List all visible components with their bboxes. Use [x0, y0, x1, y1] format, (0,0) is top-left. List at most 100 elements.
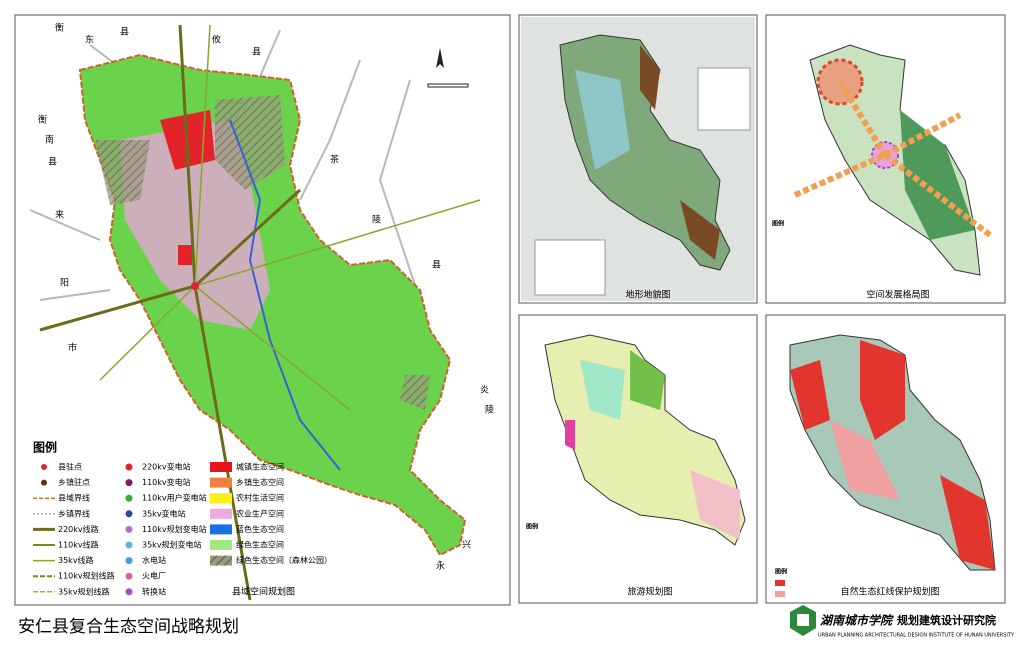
- legend-label: 县驻点: [58, 462, 82, 472]
- place-label: 衡: [38, 114, 47, 126]
- org-name: 规划建筑设计研究院: [897, 613, 996, 627]
- org-name-en: URBAN PLANNING ARCHITECTURAL DESIGN INST…: [818, 633, 1015, 639]
- tourism-zone: [580, 360, 625, 420]
- legend-label: 110kv用户变电站: [142, 493, 207, 503]
- spatial-legend: [770, 220, 800, 300]
- legend-label: 110kv线路: [58, 540, 99, 550]
- legend-title: 图例: [772, 220, 784, 228]
- legend-label: 220kv变电站: [142, 462, 191, 472]
- legend-label: 农村生活空间: [236, 493, 284, 503]
- legend-label: 乡镇生态空间: [236, 477, 284, 487]
- legend-label: 110kv规划变电站: [142, 524, 207, 534]
- legend-label: 35kv规划线路: [58, 586, 110, 596]
- place-label: 来: [55, 210, 64, 221]
- legend-symbol: [41, 479, 47, 486]
- legend-label: 县域界线: [58, 493, 90, 503]
- panel-title: 空间发展格局图: [866, 289, 929, 301]
- legend-symbol: [125, 588, 133, 596]
- place-label: 陵: [372, 215, 381, 226]
- panel-title: 地形地貌图: [625, 289, 670, 301]
- legend-swatch: [210, 555, 232, 566]
- legend-symbol: [125, 525, 133, 533]
- power-lines: [39, 24, 302, 601]
- urban-zone: [178, 245, 192, 265]
- legend-title: 图例: [33, 440, 57, 455]
- logo: [790, 605, 816, 636]
- tourism-zone: [630, 350, 665, 410]
- legend-swatch: [210, 524, 232, 535]
- legend-swatch: [775, 580, 785, 586]
- power-lines: [99, 24, 481, 411]
- place-label: 县: [252, 47, 261, 58]
- panel-title: 县域空间规划图: [232, 586, 295, 598]
- place-label: 市: [68, 342, 77, 354]
- river: [229, 119, 341, 471]
- legend-symbol: [125, 541, 133, 549]
- poster-title: 安仁县复合生态空间战略规划: [18, 617, 239, 637]
- spatial-green: [900, 110, 975, 240]
- legend-label: 乡镇界线: [58, 508, 90, 518]
- redline-secondary: [830, 420, 900, 500]
- legend-title: 图例: [775, 568, 787, 576]
- panel-title: 旅游规划图: [627, 586, 672, 598]
- legend-symbol: [125, 479, 133, 487]
- legend-symbol: [125, 494, 133, 502]
- substation: [191, 282, 199, 290]
- place-label: 永: [436, 560, 445, 572]
- north-arrow: [427, 48, 469, 88]
- legend-label: 绿色生态空间（森林公园）: [236, 555, 332, 565]
- legend-symbol: [125, 510, 133, 518]
- panel-title: 自然生态红线保护规划图: [840, 586, 939, 598]
- legend-label: 35kv规划变电站: [142, 540, 202, 550]
- forest-park: [215, 95, 285, 190]
- legend-swatch: [210, 477, 232, 488]
- legend-label: 转换站: [142, 586, 166, 596]
- place-label: 县: [432, 260, 441, 271]
- tourism-zone: [690, 470, 740, 540]
- place-label: 县: [120, 27, 129, 38]
- legend-label: 220kv线路: [58, 524, 99, 534]
- place-label: 县: [48, 157, 57, 168]
- forest-park: [95, 140, 150, 205]
- terrain-legend: [697, 67, 751, 131]
- place-label: 东: [85, 34, 94, 46]
- redline-map: [789, 334, 996, 571]
- legend-swatch: [210, 493, 232, 504]
- forest-park: [400, 375, 430, 410]
- axis-arrows: [793, 80, 992, 238]
- redline-core: [790, 340, 995, 570]
- legend-title: 图例: [526, 523, 538, 531]
- terrain-low: [575, 70, 630, 170]
- place-label: 炎: [480, 385, 489, 396]
- place-label: 南: [45, 134, 54, 146]
- legend-label: 农业生产空间: [236, 508, 284, 518]
- place-label: 衡: [55, 22, 64, 34]
- legend-swatch: [210, 462, 232, 472]
- legend-label: 35kv线路: [58, 555, 94, 565]
- legend-label: 城镇生态空间: [236, 462, 284, 472]
- tourism-legend: [522, 525, 642, 595]
- place-label: 攸: [212, 34, 221, 46]
- legend-symbol: [125, 557, 133, 565]
- legend-swatch: [210, 540, 232, 550]
- place-label: 陵: [485, 405, 494, 416]
- tourism-zone: [565, 420, 575, 450]
- legend-label: 水电站: [142, 555, 166, 565]
- terrain-high: [640, 45, 720, 260]
- legend-label: 乡镇驻点: [58, 477, 90, 487]
- legend-symbol: [125, 463, 133, 471]
- legend-swatch: [775, 591, 785, 597]
- legend-label: 110kv规划线路: [58, 571, 115, 581]
- legend-label: 蓝色生态空间: [236, 524, 284, 534]
- org-logo: 湖南城市学院: [820, 614, 894, 628]
- legend-symbol: [41, 464, 47, 470]
- legend-label: 110kv变电站: [142, 477, 191, 487]
- place-label: 阳: [60, 278, 69, 289]
- place-label: 茶: [330, 154, 339, 166]
- legend-swatch: [210, 508, 232, 519]
- legend-symbol: [125, 572, 133, 580]
- legend-label: 火电厂: [142, 571, 166, 581]
